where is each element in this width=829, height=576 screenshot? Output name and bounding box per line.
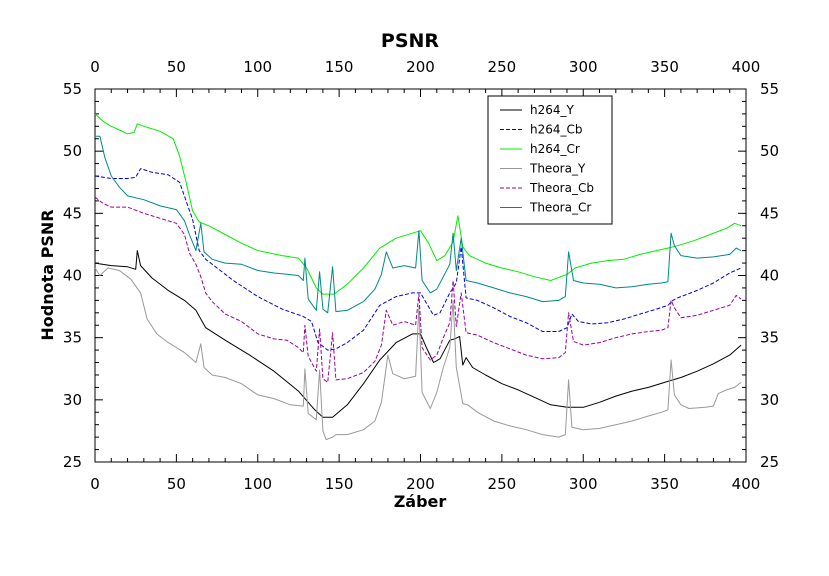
legend-box: [487, 95, 613, 225]
axis-ticks: 0 0 50 50 100 100 150 150 200 200 250 250 300 300 350 3…: [63, 58, 779, 493]
x-tick-label-bottom: 0: [90, 475, 100, 493]
series-lines: [94, 113, 742, 441]
series-line-theora-cr: [95, 135, 742, 314]
legend-label: h264_Cb: [530, 123, 583, 137]
chart-title: PSNR: [381, 30, 440, 52]
series-line-theora-cb: [94, 196, 742, 383]
x-tick-label-top: 50: [167, 58, 186, 76]
y-tick-label-right: 35: [760, 329, 779, 347]
y-tick-label-right: 55: [760, 80, 779, 98]
x-tick-label-top: 0: [90, 58, 100, 76]
x-tick-label-bottom: 50: [167, 475, 186, 493]
series-line-h264-cr: [94, 113, 742, 295]
legend-label: h264_Cr: [530, 142, 580, 156]
y-tick-label-right: 50: [760, 142, 779, 160]
plot-frame: [94, 88, 747, 463]
legend-label: Theora_Y: [529, 162, 586, 176]
series-line-h264-y: [94, 250, 742, 418]
x-tick-label-bottom: 150: [325, 475, 354, 493]
x-tick-label-bottom: 200: [406, 475, 435, 493]
y-tick-label-right: 30: [760, 391, 779, 409]
x-tick-label-bottom: 400: [732, 475, 761, 493]
x-tick-label-bottom: 250: [488, 475, 517, 493]
y-tick-label-right: 25: [760, 453, 779, 471]
x-tick-label-top: 200: [406, 58, 435, 76]
x-tick-label-top: 400: [732, 58, 761, 76]
y-axis-title: Hodnota PSNR: [38, 209, 57, 340]
x-tick-label-bottom: 100: [243, 475, 272, 493]
legend: h264_Y h264_Cb h264_Cr Theora_Y Theora_Cb The…: [487, 95, 613, 225]
x-tick-label-top: 100: [243, 58, 272, 76]
series-line-h264-cb: [94, 168, 742, 351]
x-axis-title: Záber: [394, 492, 447, 511]
legend-label: Theora_Cb: [529, 181, 594, 195]
y-tick-label-left: 50: [63, 142, 82, 160]
y-tick-label-left: 55: [63, 80, 82, 98]
x-tick-label-top: 250: [488, 58, 517, 76]
x-tick-label-top: 350: [650, 58, 679, 76]
x-tick-label-bottom: 300: [569, 475, 598, 493]
y-tick-label-right: 45: [760, 204, 779, 222]
y-tick-label-right: 40: [760, 267, 779, 285]
x-tick-label-top: 150: [325, 58, 354, 76]
y-tick-label-left: 45: [63, 204, 82, 222]
y-tick-label-left: 35: [63, 329, 82, 347]
y-tick-label-left: 30: [63, 391, 82, 409]
x-tick-label-top: 300: [569, 58, 598, 76]
series-line-theora-y: [94, 267, 742, 441]
x-tick-label-bottom: 350: [650, 475, 679, 493]
y-tick-label-left: 25: [63, 453, 82, 471]
legend-label: Theora_Cr: [529, 201, 591, 215]
legend-label: h264_Y: [530, 103, 575, 117]
y-tick-label-left: 40: [63, 267, 82, 285]
